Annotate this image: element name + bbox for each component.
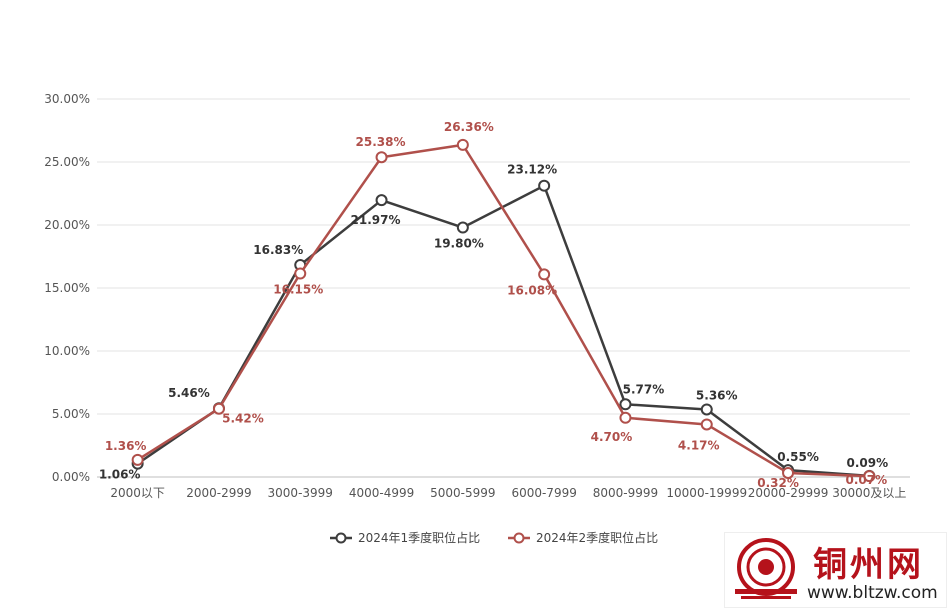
site-logo-icon — [735, 538, 797, 599]
data-label: 25.38% — [356, 135, 406, 149]
data-point — [700, 403, 713, 416]
data-label: 23.12% — [507, 163, 557, 177]
legend-label: 2024年1季度职位占比 — [358, 530, 480, 545]
data-point — [375, 194, 388, 207]
data-label: 4.70% — [591, 430, 633, 444]
data-label: 26.36% — [444, 120, 494, 134]
y-tick-label: 0.00% — [52, 470, 90, 484]
legend-label: 2024年2季度职位占比 — [536, 530, 658, 545]
data-label: 5.36% — [696, 388, 738, 402]
watermark-site-url: www.bltzw.com — [807, 583, 938, 603]
data-point — [619, 411, 632, 424]
y-tick-label: 5.00% — [52, 407, 90, 421]
data-label: 0.07% — [846, 473, 888, 487]
legend-marker-icon — [335, 532, 347, 544]
y-tick-label: 15.00% — [44, 281, 90, 295]
data-label: 16.15% — [273, 283, 323, 297]
data-label: 21.97% — [351, 213, 401, 227]
data-point — [700, 418, 713, 431]
watermark: 铜州网 www.bltzw.com — [724, 532, 947, 608]
data-point — [782, 466, 795, 479]
data-label: 4.17% — [678, 438, 720, 452]
series-line — [136, 184, 870, 478]
x-tick-label: 8000-9999 — [593, 486, 658, 500]
data-point — [456, 221, 469, 234]
x-tick-label: 2000-2999 — [186, 486, 251, 500]
watermark-site-name: 铜州网 — [813, 545, 924, 585]
data-point — [538, 268, 551, 281]
data-point — [619, 398, 632, 411]
series-line — [136, 143, 870, 478]
data-label: 16.08% — [507, 283, 557, 297]
data-label: 0.32% — [757, 476, 799, 490]
data-label: 5.46% — [168, 386, 210, 400]
data-label: 1.36% — [105, 439, 147, 453]
data-point — [212, 402, 225, 415]
data-point — [294, 267, 307, 280]
data-label: 1.06% — [99, 468, 141, 482]
data-label: 5.42% — [222, 412, 264, 426]
x-tick-label: 10000-19999 — [666, 486, 747, 500]
data-label: 5.77% — [623, 382, 665, 396]
data-point — [863, 470, 876, 483]
data-label: 0.55% — [777, 450, 819, 464]
x-tick-label: 2000以下 — [110, 486, 165, 500]
data-point — [456, 138, 469, 151]
y-tick-label: 20.00% — [44, 218, 90, 232]
x-tick-label: 3000-3999 — [268, 486, 333, 500]
x-tick-label: 30000及以上 — [832, 486, 906, 500]
data-point — [375, 151, 388, 164]
data-label: 0.09% — [847, 456, 889, 470]
x-tick-label: 20000-29999 — [748, 486, 829, 500]
x-tick-label: 6000-7999 — [511, 486, 576, 500]
data-point — [131, 453, 144, 466]
y-tick-label: 30.00% — [44, 92, 90, 106]
legend-marker-icon — [513, 532, 525, 544]
data-label: 19.80% — [434, 237, 484, 251]
y-tick-label: 10.00% — [44, 344, 90, 358]
data-point — [538, 179, 551, 192]
data-label: 16.83% — [253, 243, 303, 257]
y-tick-label: 25.00% — [44, 155, 90, 169]
x-tick-label: 5000-5999 — [430, 486, 495, 500]
x-tick-label: 4000-4999 — [349, 486, 414, 500]
